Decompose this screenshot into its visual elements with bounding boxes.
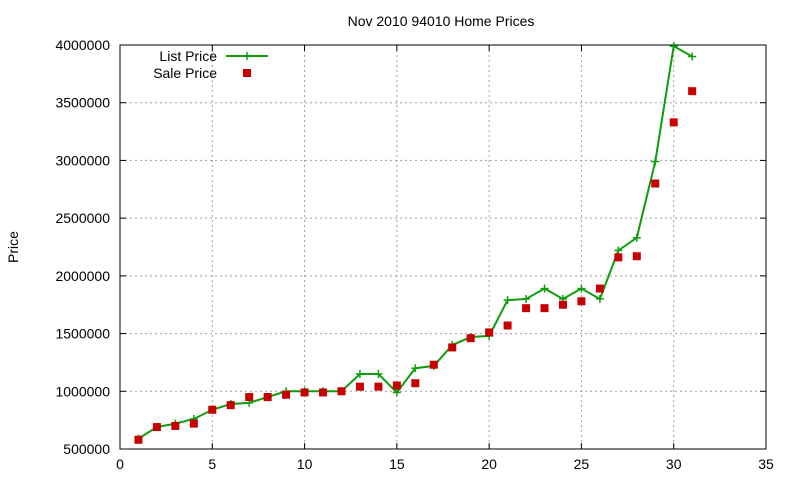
sale-price-point bbox=[337, 387, 346, 396]
sale-price-point bbox=[319, 388, 328, 397]
sale-price-point bbox=[688, 87, 697, 96]
sale-price-point bbox=[392, 381, 401, 390]
legend-label-sale-price: Sale Price bbox=[153, 65, 217, 81]
sale-price-point bbox=[466, 334, 475, 343]
y-tick-label: 2500000 bbox=[55, 210, 110, 226]
list-price-point bbox=[522, 294, 531, 303]
y-tick-label: 3000000 bbox=[55, 152, 110, 168]
legend-label-list-price: List Price bbox=[159, 48, 217, 64]
sale-price-point bbox=[355, 382, 364, 391]
sale-price-point bbox=[614, 253, 623, 262]
list-price-point bbox=[577, 284, 586, 293]
sale-price-point bbox=[374, 382, 383, 391]
x-tick-label: 0 bbox=[116, 456, 124, 472]
x-tick-label: 5 bbox=[208, 456, 216, 472]
sale-price-point bbox=[632, 252, 641, 261]
list-price-point bbox=[355, 369, 364, 378]
sale-price-point bbox=[595, 284, 604, 293]
list-price-point bbox=[669, 42, 678, 51]
sale-price-point bbox=[152, 423, 161, 432]
plot-border bbox=[119, 44, 767, 450]
axes: 0 5 10 15 20 25 30 35 500000 1000000 1500000 200000… bbox=[55, 37, 774, 472]
sale-price-point bbox=[245, 393, 254, 402]
list-price-point bbox=[614, 246, 623, 255]
x-tick-label: 15 bbox=[389, 456, 405, 472]
y-tick-label: 2000000 bbox=[55, 268, 110, 284]
list-price-point bbox=[374, 369, 383, 378]
y-tick-label: 1500000 bbox=[55, 326, 110, 342]
list-price-point bbox=[595, 294, 604, 303]
chart-title: Nov 2010 94010 Home Prices bbox=[348, 13, 535, 29]
x-tick-label: 35 bbox=[758, 456, 774, 472]
y-tick-label: 1000000 bbox=[55, 383, 110, 399]
sale-price-point bbox=[669, 118, 678, 127]
list-price-point bbox=[651, 157, 660, 166]
legend-marker-list-price bbox=[243, 52, 251, 60]
sale-price-point bbox=[503, 321, 512, 330]
list-price-point bbox=[411, 364, 420, 373]
sale-price-point bbox=[540, 304, 549, 313]
list-price-point bbox=[392, 388, 401, 397]
x-tick-label: 20 bbox=[481, 456, 497, 472]
y-tick-label: 3500000 bbox=[55, 95, 110, 111]
legend-marker-sale-price bbox=[243, 69, 251, 77]
x-tick-label: 25 bbox=[574, 456, 590, 472]
sale-price-point bbox=[411, 379, 420, 388]
gridlines bbox=[120, 45, 766, 449]
y-axis-label: Price bbox=[5, 231, 21, 263]
sale-price-point bbox=[208, 405, 217, 414]
list-price-point bbox=[540, 284, 549, 293]
x-tick-label: 30 bbox=[666, 456, 682, 472]
sale-price-point bbox=[171, 421, 180, 430]
sale-price-point bbox=[263, 393, 272, 402]
sale-price-point bbox=[485, 328, 494, 337]
sale-price-point bbox=[134, 435, 143, 444]
y-tick-label: 500000 bbox=[63, 441, 110, 457]
sale-price-point bbox=[448, 343, 457, 352]
series-layer bbox=[134, 42, 697, 444]
sale-price-point bbox=[300, 388, 309, 397]
sale-price-point bbox=[577, 297, 586, 306]
list-price-point bbox=[632, 233, 641, 242]
sale-price-point bbox=[226, 401, 235, 410]
sale-price-point bbox=[189, 419, 198, 428]
x-tick-label: 10 bbox=[297, 456, 313, 472]
list-price-point bbox=[503, 296, 512, 305]
sale-price-point bbox=[522, 304, 531, 313]
y-tick-label: 4000000 bbox=[55, 37, 110, 53]
sale-price-point bbox=[558, 300, 567, 309]
sale-price-point bbox=[282, 390, 291, 399]
sale-price-point bbox=[429, 360, 438, 369]
list-price-point bbox=[688, 52, 697, 61]
sale-price-point bbox=[651, 179, 660, 188]
